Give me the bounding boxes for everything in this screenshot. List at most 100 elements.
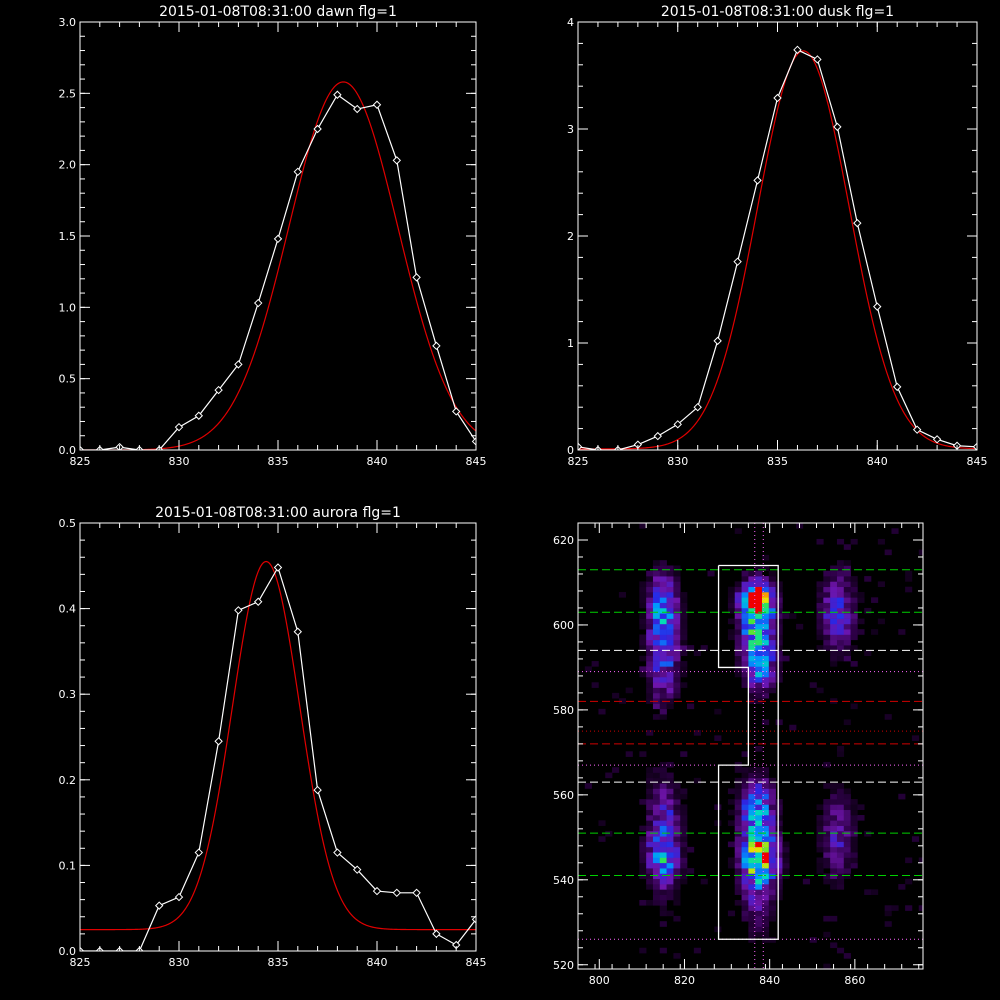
heatmap-cell	[666, 565, 674, 572]
heatmap-cell	[830, 809, 838, 816]
y-tick-label: 2.0	[59, 159, 77, 172]
plot-frame	[79, 21, 477, 451]
heatmap-cell	[768, 682, 776, 688]
heatmap-cell	[639, 868, 647, 874]
heatmap-cell	[755, 565, 763, 572]
heatmap-cell	[741, 899, 749, 906]
heatmap-cell	[830, 836, 838, 842]
heatmap-cell	[652, 793, 661, 800]
heatmap-cell	[646, 692, 654, 699]
heatmap-cell	[830, 799, 838, 805]
heatmap-cell	[646, 581, 654, 588]
heatmap-cell	[850, 538, 858, 545]
heatmap-cell	[673, 862, 681, 869]
heatmap-cell	[659, 671, 667, 678]
heatmap-cell	[673, 692, 681, 699]
heatmap-cell	[836, 639, 845, 646]
heatmap-cell	[850, 618, 858, 625]
heatmap-cell	[830, 650, 838, 657]
heatmap-cell	[762, 671, 770, 678]
heatmap-cell	[659, 852, 667, 858]
heatmap-cell	[741, 809, 749, 816]
heatmap-cell	[857, 804, 865, 811]
heatmap-cell	[659, 809, 667, 816]
heatmap-cell	[762, 618, 770, 625]
heatmap-cell	[659, 703, 667, 710]
data-point	[733, 257, 742, 266]
heatmap-cell	[680, 836, 688, 842]
heatmap-cell	[659, 714, 667, 720]
y-tick-label: 600	[553, 619, 574, 632]
heatmap-cell	[680, 634, 688, 641]
heatmap-cell	[789, 724, 797, 731]
heatmap-cell	[646, 650, 654, 657]
heatmap-cell	[659, 899, 667, 906]
heatmap-cell	[836, 746, 845, 752]
heatmap-cell	[748, 618, 756, 625]
heatmap-cell	[639, 597, 647, 603]
heatmap-cell	[755, 623, 763, 630]
data-point	[773, 93, 782, 103]
heatmap-cell	[741, 889, 749, 895]
heatmap-cell	[762, 878, 770, 885]
heatmap-cell	[830, 783, 838, 789]
heatmap-cell	[843, 799, 851, 805]
heatmap-cell	[755, 921, 763, 927]
heatmap-cell	[850, 799, 858, 805]
heatmap-cell	[843, 560, 851, 566]
heatmap-cell	[843, 570, 851, 577]
heatmap-cell	[830, 878, 838, 885]
heatmap-cell	[652, 597, 661, 603]
heatmap-cell	[741, 852, 749, 858]
heatmap-cell	[680, 873, 688, 880]
heatmap-cell	[646, 645, 654, 651]
heatmap-cell	[843, 862, 851, 869]
heatmap-cell	[918, 905, 923, 911]
heatmap-cell	[659, 650, 667, 657]
heatmap-cell	[836, 809, 845, 816]
heatmap-cell	[775, 868, 783, 874]
heatmap-cell	[755, 910, 763, 917]
heatmap-cell	[734, 899, 742, 906]
heatmap-cell	[652, 586, 661, 593]
heatmap-cell	[782, 862, 790, 869]
heatmap-cell	[850, 645, 858, 651]
heatmap-cell	[748, 857, 756, 864]
heatmap-cell	[843, 815, 851, 821]
heatmap-cell	[830, 873, 838, 880]
data-point	[412, 273, 421, 282]
heatmap-cell	[659, 862, 667, 869]
heatmap-cell	[816, 538, 824, 545]
heatmap-cell	[748, 634, 756, 641]
heatmap-cell	[748, 597, 756, 603]
heatmap-cell	[734, 645, 742, 651]
x-tick-label: 840	[367, 956, 388, 969]
heatmap-cell	[673, 581, 681, 588]
heatmap-cell	[775, 894, 783, 901]
data-point	[214, 385, 223, 395]
heatmap-cell	[673, 793, 681, 800]
heatmap-cell	[762, 915, 770, 922]
heatmap-cell	[748, 862, 756, 869]
heatmap-cell	[734, 873, 742, 880]
heatmap-cell	[639, 586, 647, 593]
heatmap-cell	[741, 581, 749, 588]
heatmap-cell	[652, 661, 661, 667]
heatmap-cell	[666, 809, 674, 816]
heatmap-cell	[734, 634, 742, 641]
heatmap-cell	[762, 682, 770, 688]
heatmap-cell	[652, 783, 661, 789]
heatmap-cell	[652, 650, 661, 657]
heatmap-cell	[775, 809, 783, 816]
heatmap-cell	[748, 772, 756, 779]
heatmap-cell	[646, 592, 654, 598]
heatmap-cell	[741, 820, 749, 826]
heatmap-cell	[830, 804, 838, 811]
heatmap-cell	[823, 857, 831, 864]
heatmap-cell	[652, 629, 661, 635]
heatmap-cell	[727, 634, 736, 641]
heatmap-cell	[646, 570, 654, 577]
heatmap-cell	[680, 661, 688, 667]
heatmap-cell	[755, 793, 763, 800]
heatmap-cell	[850, 586, 858, 593]
